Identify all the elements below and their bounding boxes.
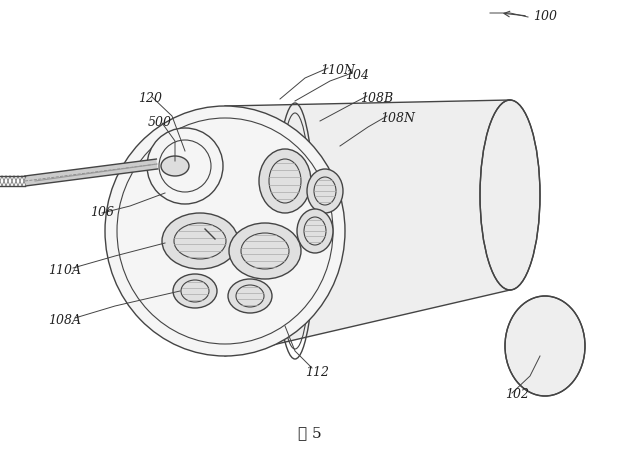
Text: 110N: 110N: [320, 65, 355, 77]
Ellipse shape: [259, 149, 311, 213]
Ellipse shape: [161, 156, 189, 176]
Ellipse shape: [105, 106, 345, 356]
Text: 108A: 108A: [48, 314, 81, 327]
Text: 120: 120: [138, 91, 162, 105]
Text: 500: 500: [148, 117, 172, 130]
Text: 106: 106: [90, 207, 114, 219]
Text: 104: 104: [345, 70, 369, 83]
Ellipse shape: [505, 296, 585, 396]
Text: 108B: 108B: [360, 93, 393, 106]
Text: 102: 102: [505, 389, 529, 402]
Ellipse shape: [228, 279, 272, 313]
Text: 110A: 110A: [48, 265, 81, 278]
Ellipse shape: [480, 100, 540, 290]
Ellipse shape: [307, 169, 343, 213]
Ellipse shape: [297, 209, 333, 253]
Circle shape: [147, 128, 223, 204]
Ellipse shape: [173, 274, 217, 308]
Text: 図 5: 図 5: [298, 426, 322, 440]
Text: 108N: 108N: [380, 112, 415, 125]
Polygon shape: [24, 159, 157, 186]
Text: 112: 112: [305, 366, 329, 379]
Ellipse shape: [162, 213, 238, 269]
Ellipse shape: [229, 223, 301, 279]
Polygon shape: [225, 100, 510, 356]
Text: 100: 100: [533, 11, 557, 24]
